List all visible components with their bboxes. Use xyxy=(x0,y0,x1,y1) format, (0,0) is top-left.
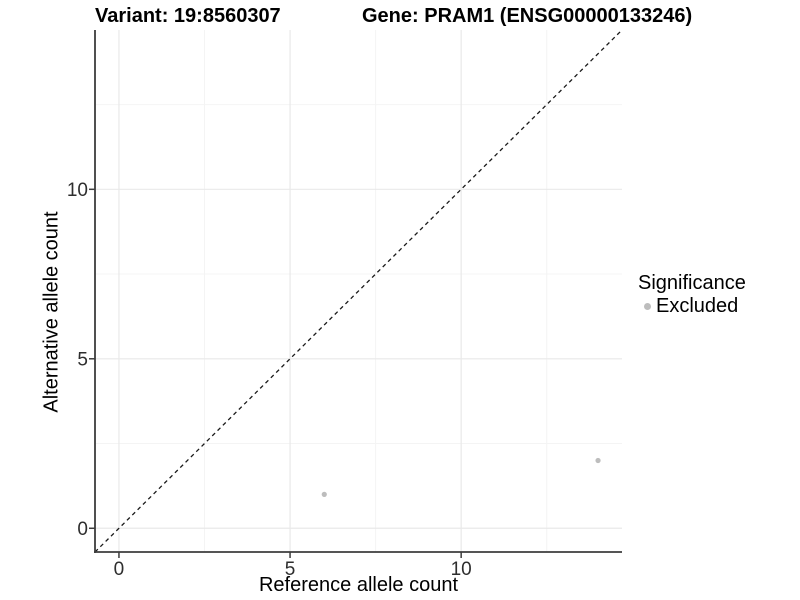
legend: Significance Excluded xyxy=(638,272,746,317)
y-axis-title: Alternative allele count xyxy=(40,211,63,413)
x-tick-label: 0 xyxy=(114,559,125,580)
x-axis-title: Reference allele count xyxy=(258,574,458,596)
legend-entry: Excluded xyxy=(638,295,746,317)
y-tick-label: 10 xyxy=(67,180,88,201)
y-tick-label: 5 xyxy=(77,349,88,370)
data-point xyxy=(321,491,327,497)
legend-entries: Excluded xyxy=(638,295,746,317)
legend-title: Significance xyxy=(638,272,746,294)
data-point xyxy=(595,457,601,464)
plot-title-gene: Gene: PRAM1 (ENSG00000133246) xyxy=(362,5,693,27)
x-tick-label: 5 xyxy=(285,559,296,580)
grid-major xyxy=(95,30,622,552)
data-points xyxy=(321,457,601,497)
identity-dashed-line xyxy=(94,29,623,553)
legend-entry-label: Excluded xyxy=(656,295,739,317)
plot-title-variant: Variant: 19:8560307 xyxy=(95,5,281,27)
legend-point-icon xyxy=(643,302,651,310)
grid-minor xyxy=(95,30,622,552)
legend-key xyxy=(638,297,656,315)
tick-labels: 0 5 10 0 5 10 xyxy=(67,180,472,580)
x-tick-label: 10 xyxy=(451,559,472,580)
tick-marks xyxy=(89,188,462,558)
identity-line xyxy=(94,29,623,553)
y-tick-label: 0 xyxy=(77,519,88,540)
axes xyxy=(94,30,622,553)
